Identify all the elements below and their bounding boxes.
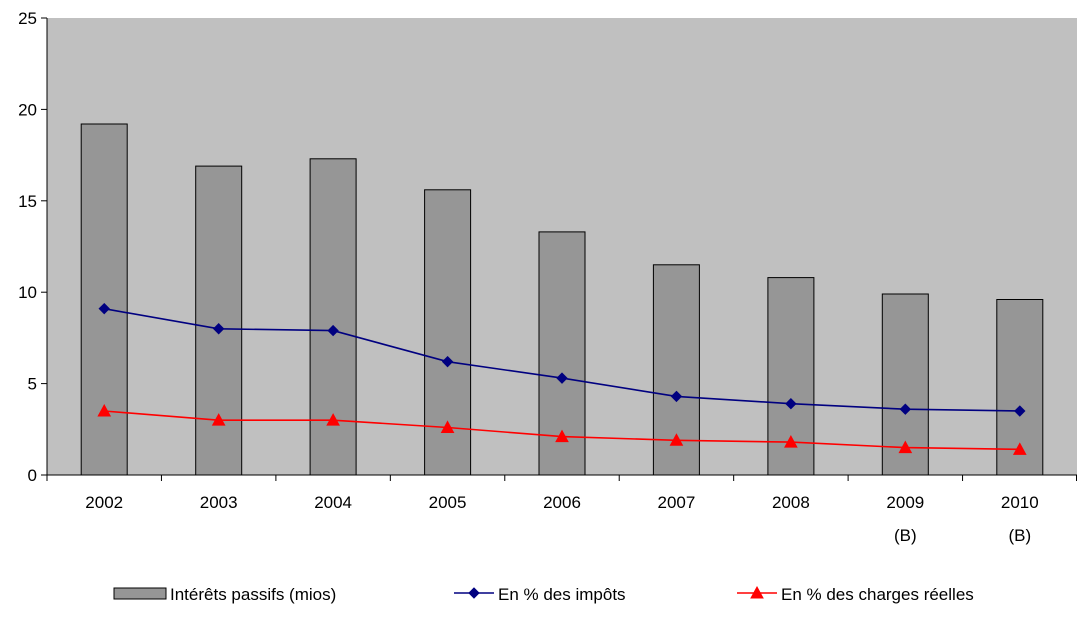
y-tick-label-25: 25 xyxy=(18,9,37,28)
legend-label-3: En % des charges réelles xyxy=(781,585,974,604)
triangle-marker-2005 xyxy=(440,420,455,433)
bar-2003 xyxy=(195,165,243,476)
legend-item-1: Intérêts passifs (mios) xyxy=(113,585,336,604)
triangle-marker-2010 xyxy=(1012,442,1027,455)
legend-item-2: En % des impôts xyxy=(454,585,626,604)
triangle-marker-2002 xyxy=(97,403,112,417)
y-tick-label-10: 10 xyxy=(18,283,37,302)
legend-diamond-icon xyxy=(468,587,480,599)
diamond-marker-2009 xyxy=(899,403,912,415)
diamond-marker-2003 xyxy=(212,323,225,335)
triangle-marker-2009 xyxy=(898,440,913,454)
x-tick-label-2008: 2008 xyxy=(772,493,810,512)
triangle-marker-2003 xyxy=(211,413,226,426)
x-tick-label-2002: 2002 xyxy=(85,493,123,512)
y-tick-label-0: 0 xyxy=(28,466,37,485)
diamond-marker-2010 xyxy=(1014,405,1026,417)
triangle-marker-2004 xyxy=(326,413,340,426)
lines-layer xyxy=(97,302,1027,455)
x-tick-sublabel-2009: (B) xyxy=(894,526,917,545)
triangle-marker-2006 xyxy=(555,429,569,443)
y-tick-label-5: 5 xyxy=(28,375,37,394)
x-tick-label-2009: 2009 xyxy=(886,493,924,512)
legend-swatch-bar xyxy=(113,587,167,600)
x-tick-label-2007: 2007 xyxy=(658,493,696,512)
x-tick-label-2004: 2004 xyxy=(314,493,352,512)
diamond-marker-2008 xyxy=(785,398,797,410)
triangle-marker-2008 xyxy=(784,435,798,448)
legend: Intérêts passifs (mios) En % des impôts En… xyxy=(113,585,974,604)
x-tick-label-2005: 2005 xyxy=(429,493,467,512)
x-tick-label-2006: 2006 xyxy=(543,493,581,512)
legend-label-1: Intérêts passifs (mios) xyxy=(170,585,336,604)
y-tick-label-20: 20 xyxy=(18,100,37,119)
diamond-marker-2007 xyxy=(670,390,683,403)
bar-2004 xyxy=(309,158,357,476)
diamond-marker-2002 xyxy=(98,302,110,315)
triangle-marker-2007 xyxy=(669,433,684,446)
y-tick-label-15: 15 xyxy=(18,192,37,211)
x-tick-sublabel-2010: (B) xyxy=(1008,526,1031,545)
diamond-marker-2004 xyxy=(327,324,339,337)
diamond-marker-2006 xyxy=(556,372,568,384)
x-tick-label-2003: 2003 xyxy=(200,493,238,512)
bar-2002 xyxy=(80,123,128,476)
axes-layer: 0 5 10 15 20 25 2002 2003 2004 2005 2006 2007 2008 20… xyxy=(18,9,1077,545)
legend-triangle-icon xyxy=(750,585,764,599)
x-tick-label-2010: 2010 xyxy=(1001,493,1039,512)
diamond-marker-2005 xyxy=(441,355,454,368)
legend-item-3: En % des charges réelles xyxy=(737,585,974,604)
legend-label-2: En % des impôts xyxy=(498,585,626,604)
